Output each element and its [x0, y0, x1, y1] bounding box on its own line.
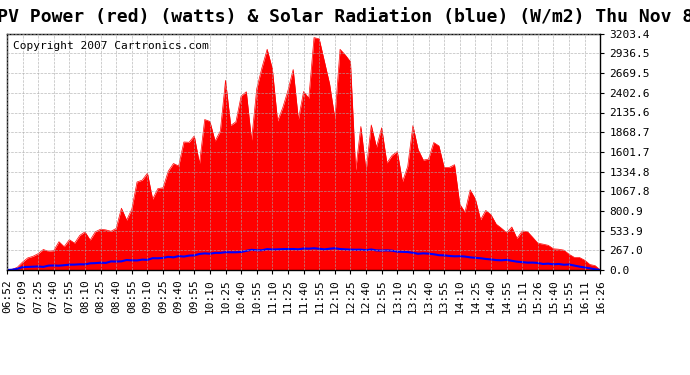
Text: Total PV Power (red) (watts) & Solar Radiation (blue) (W/m2) Thu Nov 8 16:34: Total PV Power (red) (watts) & Solar Rad…: [0, 8, 690, 26]
Text: Copyright 2007 Cartronics.com: Copyright 2007 Cartronics.com: [13, 41, 208, 51]
